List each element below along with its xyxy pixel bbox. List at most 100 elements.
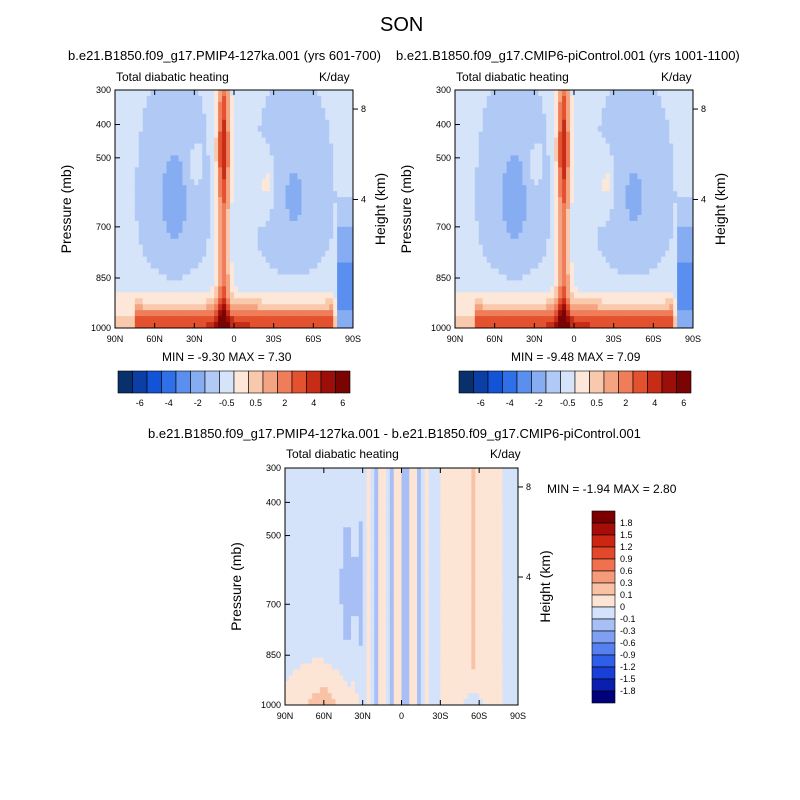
colorbar-label: 0.6 (620, 566, 633, 576)
colorbar-label: -1.2 (620, 662, 636, 672)
x-tick-label: 90S (510, 711, 526, 721)
x-tick-label: 60S (305, 334, 321, 344)
colorbar-swatch (591, 618, 616, 632)
x-tick-label: 30N (354, 711, 371, 721)
panel1-left-label: Total diabatic heating (116, 70, 229, 84)
x-tick-label: 60N (486, 334, 503, 344)
colorbar-swatch (117, 370, 133, 394)
colorbar-label: 1.5 (620, 530, 633, 540)
y-tick-label: 700 (266, 599, 281, 609)
panel1-plot: 90N 60N 30N 0 30S 60S 90S 300 400 500 700 850 1000 8 4… (58, 85, 388, 344)
y-tick-label: 850 (266, 650, 281, 660)
colorbar-label: 0.1 (620, 590, 633, 600)
colorbar-label: -0.1 (620, 614, 636, 624)
colorbar-swatch (190, 370, 206, 394)
colorbar-swatch (574, 370, 590, 394)
panel2-units-label: K/day (661, 70, 692, 84)
x-tick-label: 60S (645, 334, 661, 344)
colorbar-label: -2 (535, 398, 543, 408)
colorbar-swatch (531, 370, 547, 394)
x-tick-label: 90N (107, 334, 124, 344)
colorbar-swatch (458, 370, 474, 394)
x-tick-label: 0 (231, 334, 236, 344)
y-tick-label: 700 (436, 222, 451, 232)
colorbar-swatch (473, 370, 489, 394)
colorbar-label: 6 (681, 398, 686, 408)
colorbar-swatch (248, 370, 264, 394)
colorbar-swatch (320, 370, 336, 394)
panel2-left-label: Total diabatic heating (456, 70, 569, 84)
colorbar-swatch (591, 642, 616, 656)
panel2-stats: MIN = -9.48 MAX = 7.09 (511, 350, 641, 364)
y-axis-label: Pressure (mb) (228, 542, 244, 631)
colorbar-label: -0.5 (560, 398, 576, 408)
colorbar-bottom: 1.8 1.5 1.2 0.9 0.6 0.3 0.1 0 -0.1 -0.3 -0.6 -0.9 -1… (591, 510, 636, 704)
colorbar-swatch (618, 370, 634, 394)
colorbar-swatch (591, 678, 616, 692)
x-tick-label: 90N (447, 334, 464, 344)
colorbar-label: 4 (652, 398, 657, 408)
colorbar-label: -2 (194, 398, 202, 408)
colorbar-label: -6 (136, 398, 144, 408)
y-tick-label: 1000 (261, 700, 281, 710)
colorbar-top-right: -6 -4 -2 -0.5 0.5 2 4 6 (458, 370, 692, 408)
panel1-title: b.e21.B1850.f09_g17.PMIP4-127ka.001 (yrs… (68, 48, 381, 63)
colorbar-swatch (676, 370, 692, 394)
colorbar-label: 0.5 (249, 398, 262, 408)
y-tick-label: 500 (96, 153, 111, 163)
y2-tick-label: 8 (361, 104, 366, 114)
x-tick-label: 60N (316, 711, 333, 721)
colorbar-swatch (591, 630, 616, 644)
colorbar-swatch (591, 534, 616, 548)
colorbar-label: 2 (623, 398, 628, 408)
y-tick-label: 500 (266, 531, 281, 541)
x-tick-label: 30N (186, 334, 203, 344)
colorbar-swatch (589, 370, 605, 394)
y-tick-label: 300 (96, 85, 111, 95)
x-tick-label: 60N (146, 334, 163, 344)
colorbar-label: -0.6 (620, 638, 636, 648)
colorbar-swatch (277, 370, 293, 394)
colorbar-swatch (175, 370, 191, 394)
colorbar-swatch (291, 370, 307, 394)
colorbar-swatch (502, 370, 518, 394)
y2-tick-label: 4 (361, 194, 366, 204)
x-tick-label: 90S (345, 334, 361, 344)
colorbar-label: 4 (311, 398, 316, 408)
colorbar-label: -1.5 (620, 674, 636, 684)
colorbar-swatch (233, 370, 249, 394)
colorbar-swatch (487, 370, 503, 394)
y-axis-label: Pressure (mb) (398, 165, 414, 254)
colorbar-top-left: -6 -4 -2 -0.5 0.5 2 4 6 (117, 370, 351, 408)
colorbar-swatch (516, 370, 532, 394)
y-tick-label: 850 (96, 273, 111, 283)
figure-title: SON (380, 14, 424, 36)
y2-axis-label: Height (km) (537, 550, 553, 622)
colorbar-swatch (591, 570, 616, 584)
colorbar-label: -4 (506, 398, 514, 408)
colorbar-swatch (647, 370, 663, 394)
x-tick-label: 30N (526, 334, 543, 344)
colorbar-label: 1.2 (620, 542, 633, 552)
colorbar-swatch (262, 370, 278, 394)
y-tick-label: 400 (96, 120, 111, 130)
panel3-left-label: Total diabatic heating (286, 447, 399, 461)
x-tick-label: 30S (266, 334, 282, 344)
colorbar-swatch (306, 370, 322, 394)
colorbar-swatch (591, 558, 616, 572)
x-tick-label: 60S (471, 711, 487, 721)
colorbar-swatch (591, 654, 616, 668)
colorbar-swatch (591, 546, 616, 560)
x-tick-label: 90S (685, 334, 701, 344)
panel3-plot: 90N 60N 30N 0 30S 60S 90S 300 400 500 700 850 1000 8 4… (228, 463, 553, 721)
colorbar-swatch (545, 370, 561, 394)
y2-tick-label: 8 (701, 104, 706, 114)
colorbar-swatch (591, 594, 616, 608)
y-tick-label: 850 (436, 273, 451, 283)
x-tick-label: 30S (432, 711, 448, 721)
colorbar-label: -0.9 (620, 650, 636, 660)
x-tick-label: 0 (571, 334, 576, 344)
colorbar-swatch (591, 666, 616, 680)
x-tick-label: 90N (277, 711, 294, 721)
